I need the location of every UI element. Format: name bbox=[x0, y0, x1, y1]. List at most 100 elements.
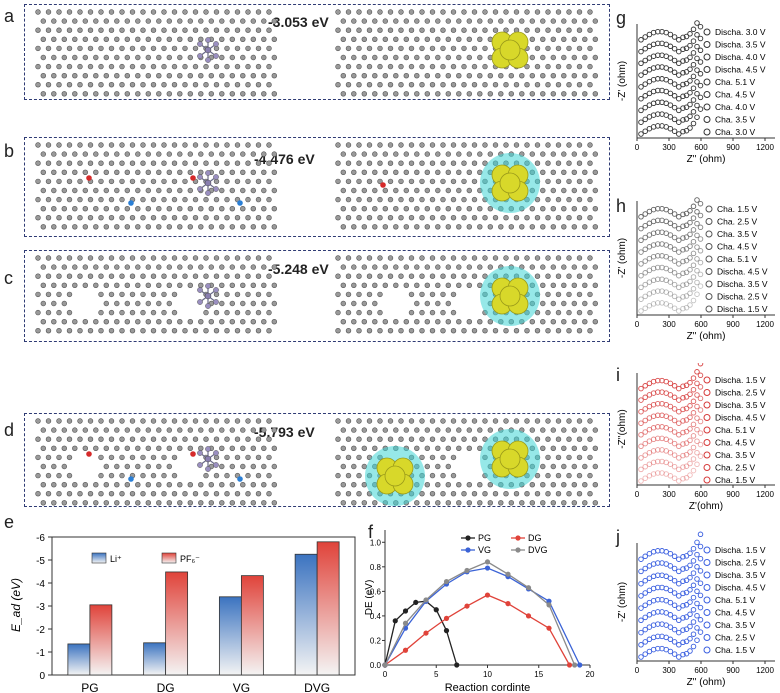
carbon-atom bbox=[213, 255, 220, 261]
carbon-atom bbox=[182, 196, 188, 203]
carbon-atom bbox=[234, 291, 241, 298]
carbon-atom bbox=[561, 151, 567, 157]
chart-f-point bbox=[443, 578, 450, 585]
carbon-atom bbox=[145, 319, 152, 325]
carbon-atom bbox=[555, 178, 562, 185]
carbon-atom bbox=[51, 463, 57, 470]
eis-legend-marker bbox=[703, 646, 711, 654]
carbon-atom bbox=[345, 328, 352, 334]
eis-marker bbox=[676, 72, 682, 78]
carbon-atom bbox=[271, 169, 277, 176]
carbon-atom bbox=[345, 491, 352, 497]
carbon-atom bbox=[582, 91, 588, 97]
carbon-atom bbox=[240, 282, 246, 288]
eis-marker bbox=[680, 383, 686, 389]
carbon-atom bbox=[224, 491, 230, 497]
carbon-atom bbox=[103, 224, 110, 230]
eis-marker bbox=[690, 61, 697, 68]
carbon-atom bbox=[429, 418, 436, 424]
carbon-atom bbox=[414, 206, 420, 212]
eis-legend-marker bbox=[703, 571, 711, 579]
eis-marker bbox=[676, 95, 682, 102]
carbon-atom bbox=[234, 215, 241, 221]
carbon-atom bbox=[135, 319, 141, 325]
carbon-atom bbox=[461, 27, 467, 33]
eis-marker bbox=[676, 37, 682, 43]
carbon-atom bbox=[335, 436, 341, 442]
carbon-atom bbox=[203, 255, 209, 261]
carbon-atom bbox=[419, 418, 425, 424]
chart-f-point bbox=[546, 625, 552, 631]
eis-marker bbox=[638, 225, 644, 232]
carbon-atom bbox=[250, 319, 257, 325]
carbon-atom bbox=[271, 319, 277, 325]
carbon-atom bbox=[513, 255, 520, 261]
eis-marker bbox=[638, 617, 644, 624]
chart-f-point bbox=[402, 608, 409, 614]
carbon-atom bbox=[571, 151, 577, 157]
carbon-atom bbox=[345, 309, 352, 316]
chart-f-point bbox=[402, 620, 409, 626]
carbon-atom bbox=[571, 319, 577, 325]
carbon-atom bbox=[261, 463, 267, 470]
pf6-molecule bbox=[197, 170, 219, 196]
carbon-atom bbox=[229, 91, 236, 97]
carbon-atom bbox=[140, 45, 146, 52]
carbon-atom bbox=[213, 9, 220, 15]
carbon-atom bbox=[524, 418, 530, 424]
carbon-atom bbox=[234, 491, 241, 497]
eis-marker bbox=[697, 580, 704, 586]
oxygen-atom bbox=[190, 175, 196, 181]
carbon-atom bbox=[87, 27, 94, 33]
carbon-atom bbox=[555, 328, 562, 334]
carbon-atom bbox=[592, 264, 598, 270]
carbon-atom bbox=[398, 328, 404, 334]
carbon-atom bbox=[234, 45, 241, 52]
eis-legend-label: Cha. 1.5 V bbox=[715, 475, 755, 485]
carbon-atom bbox=[129, 63, 136, 70]
carbon-atom bbox=[545, 178, 551, 185]
eis-marker bbox=[667, 267, 674, 274]
carbon-atom bbox=[35, 328, 41, 334]
fluorine-atom bbox=[197, 462, 203, 468]
carbon-atom bbox=[271, 264, 277, 270]
eis-marker bbox=[687, 403, 693, 409]
eis-marker bbox=[687, 266, 693, 273]
eis-marker bbox=[694, 67, 700, 73]
carbon-atom bbox=[482, 273, 488, 279]
eis-marker bbox=[667, 403, 674, 410]
carbon-atom bbox=[592, 72, 598, 79]
carbon-atom bbox=[419, 215, 425, 221]
carbon-atom bbox=[356, 45, 362, 52]
eis-marker bbox=[642, 394, 648, 401]
carbon-atom bbox=[555, 142, 562, 148]
chart-f-legend-label: DVG bbox=[528, 545, 548, 555]
eis-marker bbox=[667, 244, 674, 250]
carbon-atom bbox=[419, 160, 425, 166]
carbon-atom bbox=[208, 482, 215, 488]
carbon-atom bbox=[435, 224, 441, 230]
carbon-atom bbox=[213, 215, 220, 221]
carbon-atom bbox=[529, 224, 535, 230]
carbon-atom bbox=[61, 463, 68, 470]
eis-marker bbox=[690, 26, 697, 33]
carbon-atom bbox=[240, 463, 246, 470]
eis-marker bbox=[642, 440, 648, 447]
carbon-atom bbox=[398, 81, 404, 88]
carbon-atom bbox=[555, 309, 562, 316]
carbon-atom bbox=[424, 91, 430, 97]
carbon-atom bbox=[114, 463, 120, 470]
eis-marker bbox=[694, 438, 700, 444]
carbon-atom bbox=[356, 436, 362, 442]
eis-xtick-label: 600 bbox=[694, 320, 708, 329]
carbon-atom bbox=[203, 309, 209, 316]
carbon-atom bbox=[129, 142, 136, 148]
carbon-atom bbox=[35, 472, 41, 479]
carbon-atom bbox=[114, 18, 120, 24]
carbon-atom bbox=[182, 63, 188, 70]
carbon-atom bbox=[351, 187, 357, 194]
carbon-atom bbox=[124, 319, 131, 325]
eis-marker bbox=[638, 37, 644, 43]
carbon-atom bbox=[56, 418, 62, 424]
carbon-atom bbox=[403, 187, 409, 194]
